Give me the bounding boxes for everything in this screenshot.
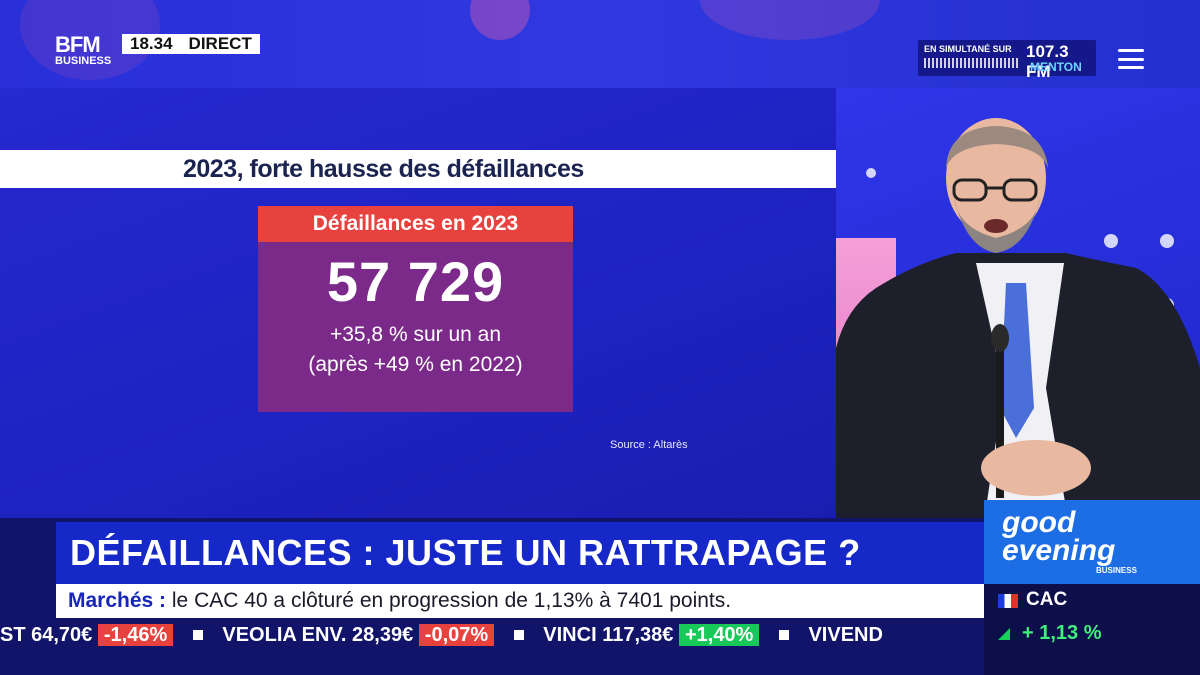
stock-name: VINCI	[543, 624, 597, 646]
stock-change: -1,46%	[97, 624, 174, 646]
decor-dot	[1160, 234, 1174, 248]
show-logo: good evening BUSINESS	[984, 500, 1200, 584]
lower-third-headline: DÉFAILLANCES : JUSTE UN RATTRAPAGE ?	[56, 522, 984, 584]
radio-frequency: 107.3 FM	[1026, 42, 1069, 81]
clock-time: 18.34	[130, 34, 173, 53]
show-name-line1: good	[1002, 506, 1076, 539]
stock-value: 28,39€	[352, 624, 414, 646]
source-note: Source : Altarès	[610, 439, 688, 451]
logo-sub: BUSINESS	[55, 55, 112, 67]
live-timebox: 18.34 DIRECT	[122, 34, 260, 54]
stock-name: VIVEND	[808, 624, 883, 646]
separator-icon	[513, 629, 524, 640]
ticker-label: Marchés :	[68, 589, 167, 612]
markets-ticker: Marchés : le CAC 40 a clôturé en progres…	[56, 584, 984, 618]
stock-change: +1,40%	[678, 624, 760, 646]
stock-name: ST	[0, 624, 26, 646]
stock-value: 117,38€	[602, 624, 674, 646]
radio-label: EN SIMULTANÉ SUR	[924, 44, 1012, 54]
ticker-text: le CAC 40 a clôturé en progression de 1,…	[171, 589, 732, 612]
decor-orb	[470, 0, 530, 40]
studio-camera-view	[836, 88, 1200, 518]
guest-speaker-image	[836, 118, 1200, 518]
card-header: Défaillances en 2023	[258, 206, 573, 242]
show-name-line2: evening	[1002, 534, 1116, 567]
decor-orb	[700, 0, 880, 40]
live-label: DIRECT	[188, 34, 252, 53]
card-value: 57 729	[326, 250, 505, 313]
index-name: CAC	[1026, 589, 1068, 610]
hamburger-menu-icon[interactable]	[1118, 49, 1144, 69]
index-box: CAC + 1,13 %	[984, 584, 1200, 675]
index-change: + 1,13 %	[1022, 622, 1102, 644]
decor-dot	[866, 168, 876, 178]
waveform-icon	[924, 58, 1018, 68]
card-change: +35,8 % sur un an	[329, 323, 502, 346]
stat-card: Défaillances en 2023 57 729 +35,8 % sur …	[258, 206, 573, 412]
logo-brand: BFM	[55, 32, 101, 57]
slide-title-strip: 2023, forte hausse des défaillances	[0, 150, 836, 188]
stock-value: 64,70€	[31, 624, 93, 646]
stock-ticker: ST 64,70€ -1,46% VEOLIA ENV. 28,39€ -0,0…	[0, 618, 984, 652]
channel-logo: BFM BUSINESS	[55, 34, 111, 67]
france-flag-icon	[998, 594, 1018, 608]
up-triangle-icon	[998, 628, 1010, 640]
separator-icon	[192, 629, 203, 640]
stock-change: -0,07%	[418, 624, 495, 646]
card-previous: (après +49 % en 2022)	[308, 353, 523, 376]
stock-name: VEOLIA ENV.	[222, 624, 347, 646]
decor-dot	[1104, 234, 1118, 248]
show-sub: BUSINESS	[1096, 566, 1137, 575]
radio-city: MENTON	[1030, 60, 1082, 74]
separator-icon	[778, 629, 789, 640]
slide-title: 2023, forte hausse des défaillances	[183, 155, 584, 183]
radio-simulcast-badge[interactable]: EN SIMULTANÉ SUR 107.3 FM MENTON	[918, 40, 1096, 81]
